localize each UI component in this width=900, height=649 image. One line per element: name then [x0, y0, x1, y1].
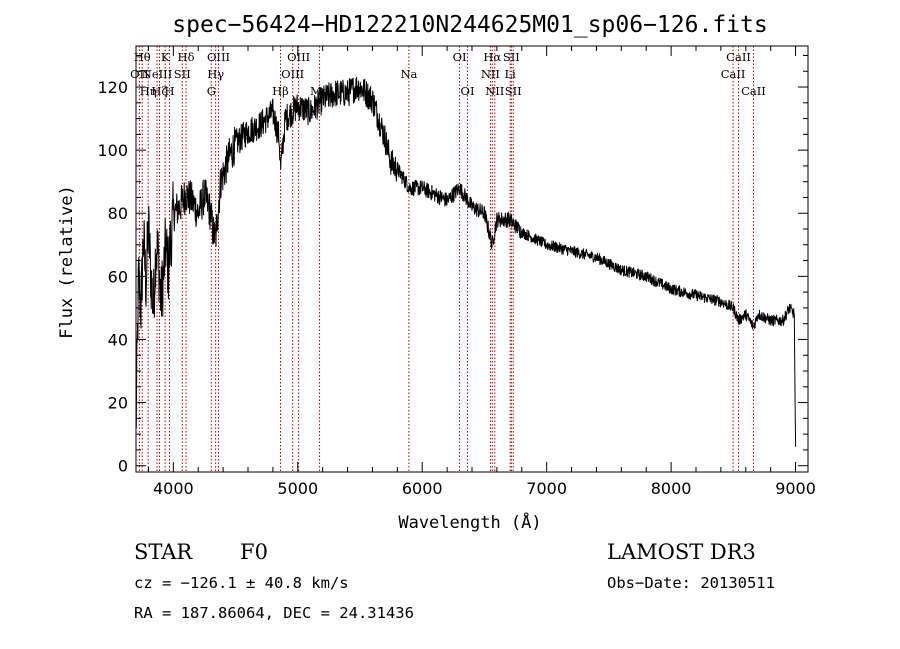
redshift-velocity: cz = −126.1 ± 40.8 km/s [134, 574, 349, 592]
plot-frame [135, 45, 809, 473]
x-tick-label-6000: 6000 [402, 479, 443, 498]
spectral-line-label-6: H [164, 84, 174, 98]
y-tick-label-80: 80 [108, 204, 128, 223]
spectral-line-label-21: NII [485, 84, 504, 98]
spectral-line-label-13: OIII [281, 67, 304, 81]
spectral-line-label-14: OIII [287, 50, 310, 64]
spectral-line-markers [138, 46, 754, 472]
x-tick-label-7000: 7000 [526, 479, 567, 498]
spectral-line-label-27: CaII [741, 84, 766, 98]
spectral-line-label-10: Hγ [207, 67, 224, 81]
axis-ticks: 4000 5000 6000 7000 8000 9000 0 20 40 60 80 100 120 [97, 46, 816, 498]
spectral-line-label-23: SII [503, 50, 520, 64]
x-tick-label-4000: 4000 [153, 479, 194, 498]
x-tick-label-8000: 8000 [651, 479, 692, 498]
y-tick-label-100: 100 [97, 141, 128, 160]
spectral-line-label-1: Hθ [134, 50, 151, 64]
chart-title: spec−56424−HD122210N244625M01_sp06−126.f… [172, 12, 767, 38]
object-class: STAR [134, 540, 193, 564]
object-subclass: F0 [240, 540, 268, 564]
y-tick-label-20: 20 [108, 394, 128, 413]
spectral-line-label-5: K [161, 50, 170, 64]
spectral-line-label-19: NII [481, 67, 500, 81]
spectral-line-label-17: OI [453, 50, 467, 64]
x-tick-label-5000: 5000 [277, 479, 318, 498]
x-axis-label: Wavelength (Å) [398, 511, 541, 533]
spectral-line-label-26: CaII [726, 50, 751, 64]
y-tick-label-0: 0 [118, 457, 128, 476]
ra-dec-coordinates: RA = 187.86064, DEC = 24.31436 [134, 604, 414, 622]
x-tick-label-9000: 9000 [775, 479, 816, 498]
spectral-line-label-18: OI [461, 84, 475, 98]
spectral-line-label-24: SII [505, 84, 522, 98]
survey-name: LAMOST DR3 [607, 540, 756, 564]
y-tick-label-60: 60 [108, 267, 128, 286]
spectral-line-label-25: CaII [721, 67, 746, 81]
spectral-line-labels: OIIHθHηNeIIIHζKHSIIHδGHγOIIIHβOIIIOIIIMg… [130, 50, 766, 98]
spectral-line-label-4: Hζ [151, 84, 167, 98]
y-axis-label: Flux (relative) [57, 185, 77, 339]
spectrum-series-line [135, 76, 797, 447]
spectral-line-label-8: Hδ [178, 50, 195, 64]
y-tick-label-120: 120 [97, 78, 128, 97]
spectral-line-label-11: OIII [207, 50, 230, 64]
spectral-line-label-9: G [207, 84, 216, 98]
spectral-line-label-16: Na [400, 67, 417, 81]
spectral-line-label-20: Hα [483, 50, 501, 64]
spectral-line-label-22: Li [505, 67, 517, 81]
spectral-line-label-0: OII [130, 67, 149, 81]
spectral-line-label-3: NeIII [142, 67, 173, 81]
spectral-line-label-7: SII [174, 67, 191, 81]
spectral-line-label-12: Hβ [272, 84, 289, 98]
y-tick-label-40: 40 [108, 330, 128, 349]
observation-date: Obs−Date: 20130511 [607, 574, 775, 592]
